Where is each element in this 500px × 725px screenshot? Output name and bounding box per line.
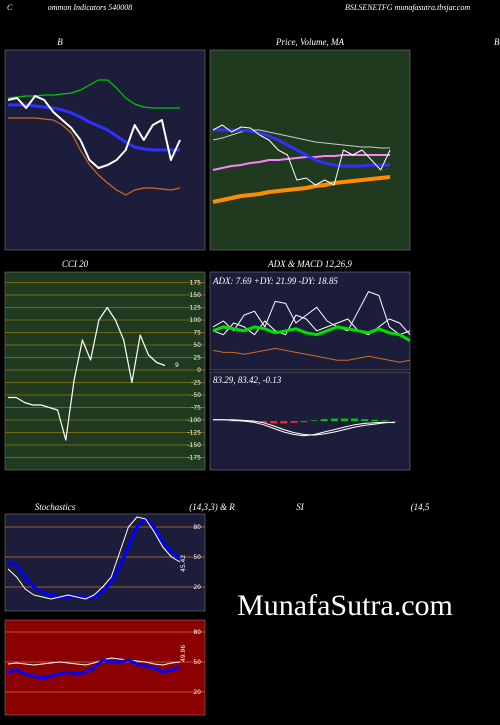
series-line [213,419,396,436]
histogram-bar [351,418,359,421]
y-tick-label: 0 [197,367,201,374]
series-line [213,419,396,437]
series-line [7,517,181,599]
histogram-bar [371,419,379,421]
histogram-bar [280,421,288,424]
series-line [8,306,166,441]
panel-title: B [57,37,63,47]
annotation: ADX: 7.69 +DY: 21.99 -DY: 18.85 [212,276,338,286]
y-tick-label: -125 [187,430,201,437]
plot [5,516,205,600]
y-tick-label: 20 [193,584,201,591]
last-value-label: 45.42 [180,555,187,572]
histogram-bar [300,421,308,423]
y-tick-label: 50 [193,659,201,666]
header-edge: B [494,37,500,47]
header-right: BSLSENETFG munafasutra.tbsjar.com [345,3,470,12]
panel-subtitle: (14,3,3) & R [189,502,235,512]
series-line [8,103,180,152]
plot [212,291,410,363]
panel [4,271,206,471]
y-tick-label: -75 [191,405,201,412]
histogram-bar [320,419,328,421]
histogram-bar [270,421,278,424]
histogram-bar [340,418,348,421]
series-line [7,95,181,169]
panel [4,619,206,716]
series-line [212,175,391,204]
annotation: 83.29, 83.42, -0.13 [213,375,282,385]
series-line [212,124,391,186]
header-center: ommon Indicators 540008 [48,3,132,12]
y-tick-label: 150 [190,292,202,299]
panel [4,513,206,612]
header-left: C [7,3,13,12]
histogram-bar [290,421,298,423]
y-tick-label: -175 [187,455,201,462]
panel [209,49,411,251]
plot [5,282,205,458]
histogram-bar [260,421,268,423]
histogram-bar [330,418,338,421]
plot [213,418,399,437]
y-tick-label: -50 [191,392,201,399]
last-value-label: 9 [175,362,179,369]
y-tick-label: 100 [190,317,202,324]
series-line [212,291,410,336]
y-tick-label: 50 [193,342,201,349]
series-line [212,347,410,363]
series-line [7,657,181,666]
y-tick-label: 75 [193,330,201,337]
panel-title: Price, Volume, MA [275,37,344,47]
y-tick-label: 25 [193,355,201,362]
y-tick-label: -25 [191,380,201,387]
panel-title: CCI 20 [62,259,89,269]
y-tick-label: 175 [190,280,202,287]
series-line [213,128,390,168]
y-tick-label: -100 [187,417,201,424]
watermark: MunafaSutra.com [237,589,453,622]
series-line [8,117,181,196]
plot [5,631,205,693]
panel-title: ADX & MACD 12,26,9 [267,259,352,269]
panel-title: SI [296,502,305,512]
y-tick-label: 80 [193,524,201,531]
histogram-bar [229,421,237,422]
histogram-bar [361,419,369,421]
series-line [212,325,410,342]
histogram-bar [310,420,318,421]
y-tick-label: -150 [187,442,201,449]
y-tick-label: 125 [190,305,202,312]
panel-title: Stochastics [35,502,76,512]
y-tick-label: 80 [193,629,201,636]
series-line [7,658,181,680]
y-tick-label: 20 [193,689,201,696]
series-line [212,154,390,171]
last-value-label: 49.96 [180,645,187,662]
y-tick-label: 50 [193,554,201,561]
series-line [7,516,181,600]
plot [212,124,391,204]
histogram-bar [381,420,389,421]
plot [7,79,181,196]
histogram-bar [249,421,257,423]
panel-subtitle: (14,5 [411,502,430,512]
